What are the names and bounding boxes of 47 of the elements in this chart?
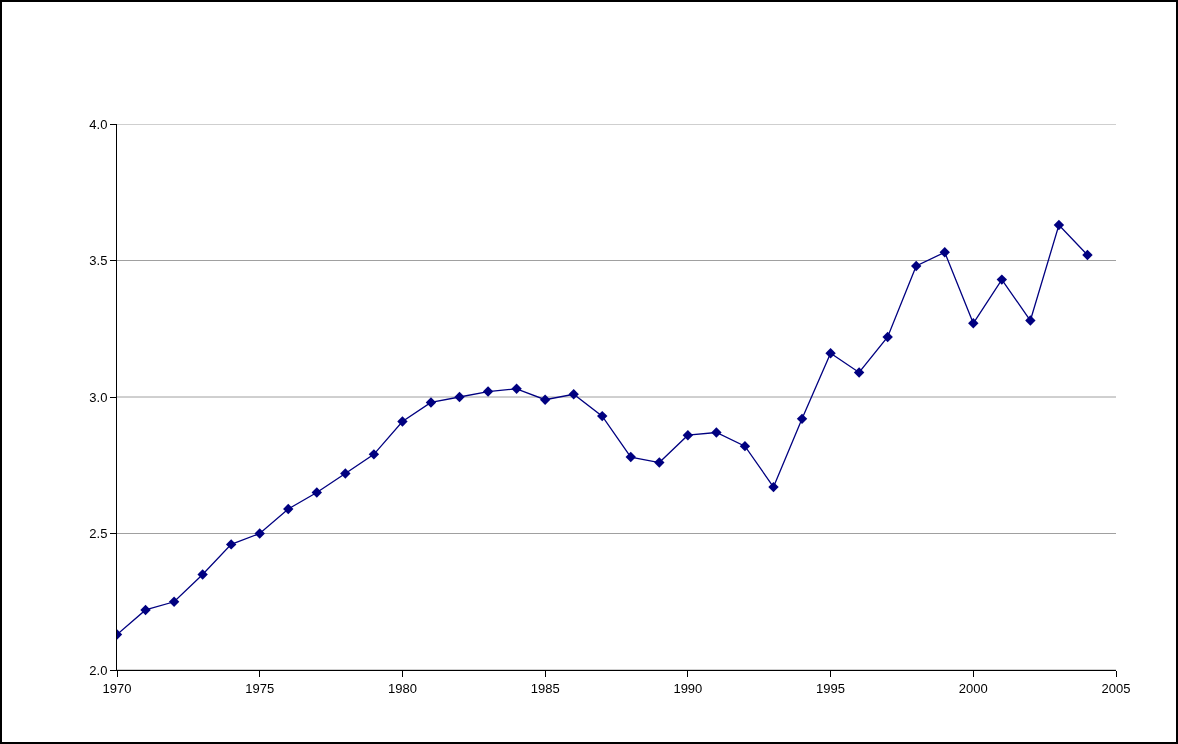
point xyxy=(1082,249,1093,261)
x-tick-label: 1970 xyxy=(102,680,132,696)
point xyxy=(625,451,636,463)
x-tick-label: 1975 xyxy=(245,680,275,696)
point xyxy=(425,397,437,408)
y-tick-label: 4.0 xyxy=(89,116,108,132)
y-tick-label: 3.5 xyxy=(89,253,108,269)
point xyxy=(168,596,180,607)
point xyxy=(939,247,950,258)
point xyxy=(911,260,922,272)
point xyxy=(597,410,608,422)
x-tick-label: 2000 xyxy=(958,680,988,696)
x-tick-label: 2005 xyxy=(1101,680,1131,696)
point xyxy=(796,413,808,425)
point xyxy=(853,367,865,378)
point xyxy=(140,604,151,616)
point xyxy=(739,440,751,452)
x-tick-label: 1995 xyxy=(816,680,846,696)
point xyxy=(711,427,722,438)
point xyxy=(511,383,522,395)
y-tick-label: 2.0 xyxy=(89,662,108,678)
point xyxy=(197,569,208,580)
point xyxy=(825,348,836,359)
point xyxy=(368,449,380,460)
point xyxy=(654,457,665,468)
point xyxy=(682,430,694,441)
point xyxy=(1025,315,1036,326)
point xyxy=(340,468,351,479)
y-tick-label: 3.0 xyxy=(89,389,108,405)
point xyxy=(283,503,294,515)
point xyxy=(568,389,579,400)
point xyxy=(968,318,979,329)
y-tick-label: 2.5 xyxy=(89,526,108,542)
point xyxy=(397,416,408,427)
point xyxy=(539,394,551,405)
point xyxy=(225,539,237,550)
point xyxy=(882,331,893,343)
point xyxy=(768,481,779,493)
point xyxy=(1053,219,1065,231)
x-tick-label: 1985 xyxy=(530,680,560,696)
point xyxy=(482,386,494,397)
point xyxy=(996,274,1008,285)
x-tick-label: 1980 xyxy=(387,680,417,696)
point xyxy=(311,487,322,498)
point xyxy=(454,391,465,403)
x-tick-label: 1990 xyxy=(673,680,703,696)
point xyxy=(254,528,265,539)
